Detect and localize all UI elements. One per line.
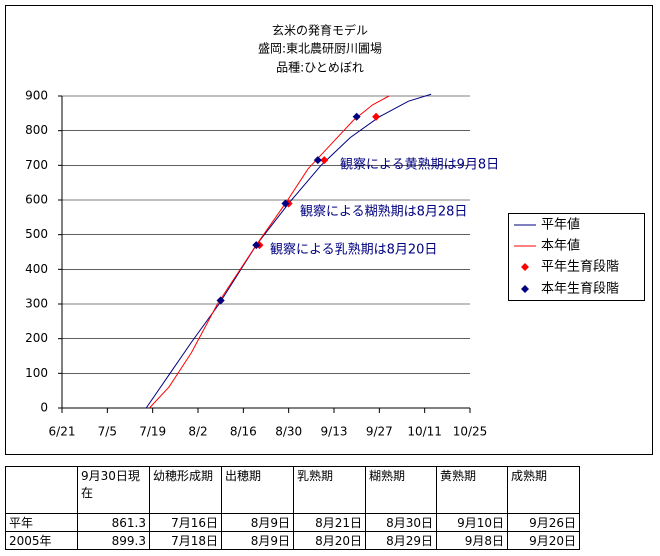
table-row: 2005年 899.3 7月18日 8月9日 8月20日 8月29日 9月8日 9月20日 [5, 531, 580, 550]
x-tick-label: 7/5 [98, 425, 117, 439]
table-cell [5, 466, 78, 514]
table-cell: 861.3 [77, 513, 150, 532]
table-cell: 7月16日 [149, 513, 222, 532]
table-cell: 8月20日 [293, 531, 366, 550]
table-cell: 平年 [5, 513, 78, 532]
table-cell: 9月30日現在 [77, 466, 150, 514]
table-cell: 8月21日 [293, 513, 366, 532]
table-row: 平年 861.3 7月16日 8月9日 8月21日 8月30日 9月10日 9月26日 [5, 513, 580, 532]
x-tick-label: 10/11 [407, 425, 442, 439]
marker [252, 241, 261, 250]
data-table: 9月30日現在 幼穂形成期 出穂期 乳熟期 糊熟期 黄熟期 成熟期 平年 861.3 7月16日 8… [5, 466, 580, 550]
annotation: 観察による糊熟期は8月28日 [300, 204, 467, 220]
legend-swatch [521, 285, 529, 293]
table-header: 9月30日現在 幼穂形成期 出穂期 乳熟期 糊熟期 黄熟期 成熟期 [5, 466, 580, 514]
y-tick-label: 100 [25, 366, 48, 380]
y-tick-label: 800 [25, 123, 48, 137]
x-tick-label: 10/25 [453, 425, 488, 439]
table-cell: 9月20日 [507, 531, 580, 550]
chart-subtitle: 品種:ひとめぼれ [276, 61, 364, 75]
chart: 玄米の発育モデル 盛岡:東北農研厨川圃場 品種:ひとめぼれ 0 100 200 300… [5, 5, 653, 455]
y-tick-label: 700 [25, 158, 48, 172]
annotation: 観察による乳熟期は8月20日 [270, 242, 437, 258]
marker [352, 112, 361, 121]
y-tick-label: 500 [25, 227, 48, 241]
table-cell: 糊熟期 [365, 466, 437, 514]
legend-label: 本年値 [541, 238, 580, 254]
table-cell: 2005年 [5, 531, 78, 550]
x-tick-label: 9/13 [321, 425, 348, 439]
y-tick-label: 300 [25, 297, 48, 311]
table-cell: 8月30日 [365, 513, 437, 532]
marker [313, 156, 322, 165]
marker [216, 296, 225, 305]
legend-label: 本年生育段階 [541, 281, 619, 297]
x-tick-label: 9/27 [366, 425, 393, 439]
table-cell: 7月18日 [149, 531, 222, 550]
marker [281, 199, 290, 208]
table-cell: 9月8日 [436, 531, 508, 550]
marker [372, 112, 381, 121]
table-cell: 899.3 [77, 531, 150, 550]
table-cell: 成熟期 [507, 466, 580, 514]
y-tick-label: 400 [25, 262, 48, 276]
table-cell: 黄熟期 [436, 466, 508, 514]
table-cell: 幼穂形成期 [149, 466, 222, 514]
table-cell: 8月9日 [221, 531, 294, 550]
y-tick-label: 600 [25, 193, 48, 207]
y-tick-label: 900 [25, 89, 48, 103]
y-tick-label: 0 [40, 401, 48, 415]
table-cell: 9月10日 [436, 513, 508, 532]
legend-label: 平年値 [541, 217, 580, 233]
x-tick-label: 8/2 [188, 425, 207, 439]
annotation: 観察による黄熟期は9月8日 [340, 157, 499, 173]
chart-border [5, 5, 653, 455]
marker [320, 156, 329, 165]
table-cell: 8月9日 [221, 513, 294, 532]
chart-title: 玄米の発育モデル [272, 23, 368, 38]
x-tick-label: 8/16 [230, 425, 257, 439]
table-cell: 9月26日 [507, 513, 580, 532]
legend-label: 平年生育段階 [541, 259, 619, 275]
y-tick-label: 200 [25, 331, 48, 345]
chart-subtitle: 盛岡:東北農研厨川圃場 [258, 41, 382, 56]
legend-swatch [521, 263, 529, 271]
table-cell: 出穂期 [221, 466, 294, 514]
table-cell: 乳熟期 [293, 466, 366, 514]
legend-box [508, 213, 645, 301]
x-tick-label: 6/21 [49, 425, 76, 439]
x-tick-label: 8/30 [275, 425, 302, 439]
table-cell: 8月29日 [365, 531, 437, 550]
x-tick-label: 7/19 [139, 425, 166, 439]
